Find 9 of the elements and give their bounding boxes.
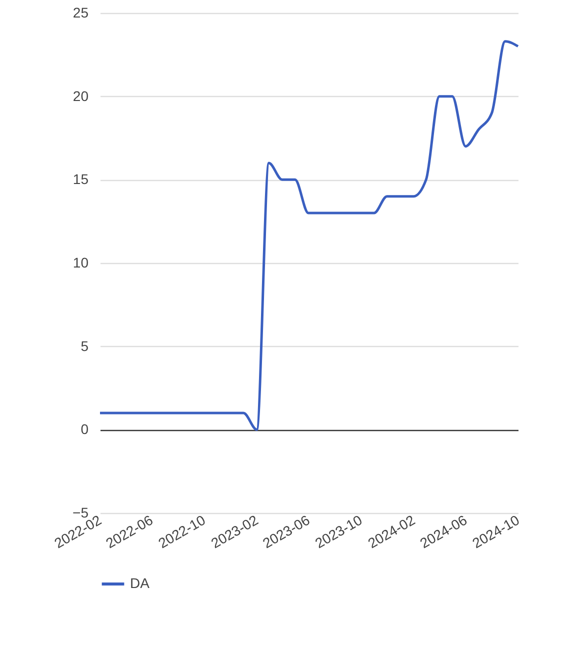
y-tick-label: 25: [72, 4, 89, 20]
line-series: [98, 40, 520, 431]
y-tick-label: 15: [72, 171, 89, 188]
y-tick-label: −5: [72, 504, 89, 520]
y-tick-label: 5: [80, 338, 89, 354]
legend-label: DA: [130, 575, 150, 591]
y-tick-label: 0: [80, 421, 89, 438]
y-tick-label: 10: [72, 254, 89, 270]
y-tick-label: 20: [72, 88, 89, 104]
